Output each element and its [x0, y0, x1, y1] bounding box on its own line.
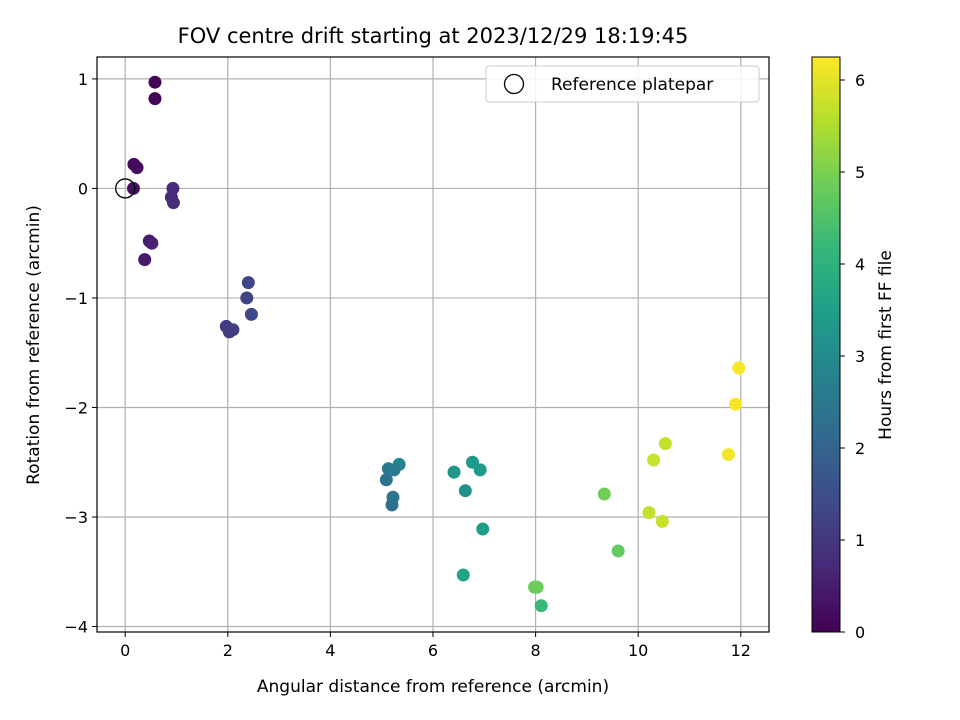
data-point — [642, 506, 656, 520]
data-point — [138, 253, 152, 267]
colorbar-tick-label: 3 — [855, 347, 865, 366]
colorbar-tick-label: 0 — [855, 623, 865, 642]
data-point — [658, 437, 672, 451]
y-axis-ticks: 1 0 −1 −2 −3 −4 — [64, 70, 97, 637]
data-point — [530, 580, 544, 594]
x-axis-ticks: 0 2 4 6 8 10 12 — [120, 632, 751, 660]
colorbar-tick-label: 1 — [855, 531, 865, 550]
x-tick-label: 6 — [428, 641, 438, 660]
x-tick-label: 4 — [325, 641, 335, 660]
data-point — [166, 196, 180, 210]
colorbar-tick-label: 6 — [855, 71, 865, 90]
x-tick-label: 10 — [628, 641, 648, 660]
y-tick-label: −2 — [64, 398, 88, 417]
colorbar-ticks: 0 1 2 3 4 5 6 — [840, 71, 865, 642]
colorbar-tick-label: 4 — [855, 255, 865, 274]
data-point — [244, 307, 258, 321]
colorbar-label: Hours from first FF file — [876, 250, 896, 440]
data-point — [473, 463, 487, 477]
legend-marker-reference — [503, 73, 525, 95]
y-tick-label: 0 — [78, 179, 88, 198]
data-point — [447, 465, 461, 479]
data-point — [611, 544, 625, 558]
x-tick-label: 2 — [223, 641, 233, 660]
colorbar: 0 1 2 3 4 5 6 Hours from first FF file — [811, 56, 896, 642]
x-axis-label: Angular distance from reference (arcmin) — [257, 677, 609, 697]
data-point — [534, 599, 548, 613]
y-axis-label: Rotation from reference (arcmin) — [24, 205, 44, 485]
y-tick-label: −4 — [64, 618, 88, 637]
y-tick-label: 1 — [78, 70, 88, 89]
legend: Reference platepar — [485, 65, 760, 103]
reference-platepar-marker — [115, 178, 136, 199]
data-point — [148, 92, 162, 106]
data-point — [721, 448, 735, 462]
data-point — [387, 463, 401, 477]
data-points — [115, 75, 746, 613]
colorbar-tick-label: 5 — [855, 163, 865, 182]
data-point — [647, 453, 661, 467]
data-point — [379, 473, 393, 487]
chart-title: FOV centre drift starting at 2023/12/29 … — [178, 24, 689, 48]
legend-box — [485, 65, 760, 103]
data-point — [732, 361, 746, 375]
grid — [97, 57, 769, 632]
legend-label-reference: Reference platepar — [551, 75, 713, 95]
data-point — [130, 161, 144, 175]
data-point — [456, 568, 470, 582]
data-point — [597, 487, 611, 501]
data-point — [222, 325, 236, 339]
data-point — [240, 291, 254, 305]
y-tick-label: −3 — [64, 508, 88, 527]
data-point — [729, 397, 743, 411]
data-point — [476, 522, 490, 536]
colorbar-gradient — [811, 56, 841, 633]
data-point — [241, 276, 255, 290]
data-point — [458, 484, 472, 498]
data-point — [655, 514, 669, 528]
data-point — [145, 236, 159, 250]
x-tick-label: 8 — [531, 641, 541, 660]
plot-area — [96, 56, 770, 633]
y-tick-label: −1 — [64, 289, 88, 308]
x-tick-label: 12 — [731, 641, 751, 660]
data-point — [126, 181, 140, 195]
data-point — [385, 498, 399, 512]
x-tick-label: 0 — [120, 641, 130, 660]
data-point — [148, 75, 162, 89]
colorbar-tick-label: 2 — [855, 439, 865, 458]
